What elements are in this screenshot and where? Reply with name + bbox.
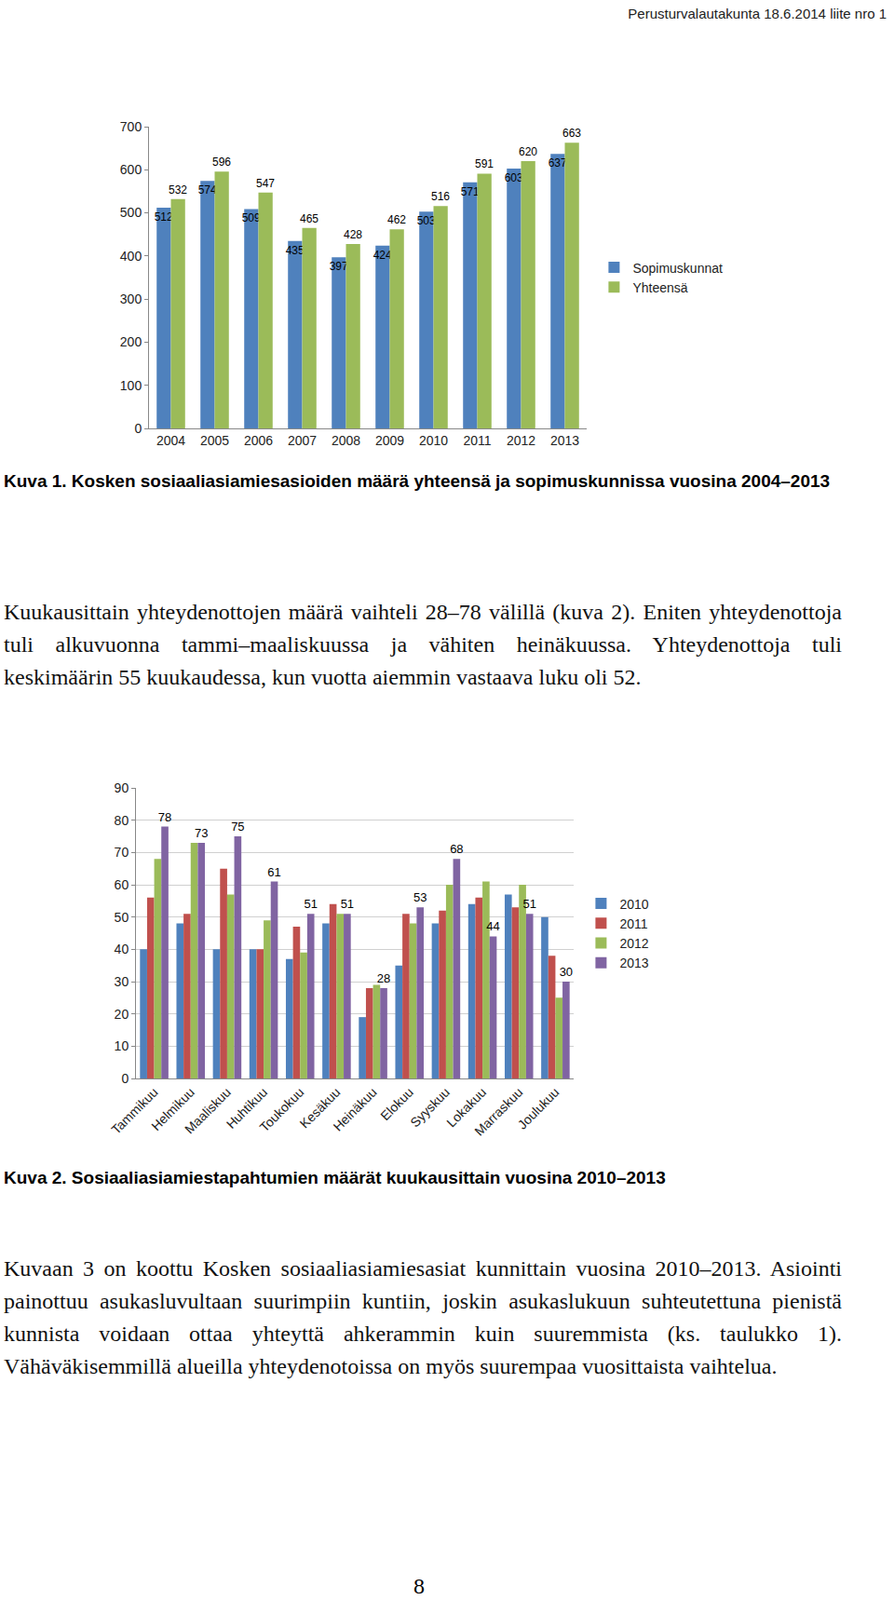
- svg-text:596: 596: [212, 155, 231, 169]
- svg-text:70: 70: [114, 844, 130, 860]
- svg-text:40: 40: [114, 941, 130, 957]
- svg-text:462: 462: [387, 213, 407, 227]
- svg-text:Tammikuu: Tammikuu: [108, 1084, 161, 1138]
- svg-text:2013: 2013: [550, 433, 580, 448]
- svg-text:60: 60: [114, 877, 130, 893]
- svg-text:2010: 2010: [619, 896, 649, 912]
- svg-text:620: 620: [518, 145, 538, 159]
- svg-text:2005: 2005: [200, 433, 230, 448]
- svg-text:512: 512: [154, 210, 174, 224]
- svg-text:61: 61: [267, 865, 281, 880]
- svg-text:2008: 2008: [331, 433, 361, 448]
- svg-text:51: 51: [340, 896, 354, 911]
- svg-text:516: 516: [431, 189, 450, 204]
- svg-text:700: 700: [120, 119, 143, 135]
- svg-text:2007: 2007: [287, 433, 317, 448]
- svg-text:68: 68: [449, 841, 463, 856]
- svg-text:2011: 2011: [619, 916, 648, 932]
- svg-text:600: 600: [120, 162, 143, 177]
- svg-text:397: 397: [329, 259, 349, 273]
- svg-text:50: 50: [114, 909, 130, 925]
- html-text:8: 8: [413, 1573, 425, 1599]
- svg-text:90: 90: [114, 780, 130, 796]
- svg-text:547: 547: [256, 176, 275, 190]
- html-text:Perusturvalautakunta 18.6.2014: Perusturvalautakunta 18.6.2014 liite nro…: [627, 5, 887, 22]
- svg-text:10: 10: [114, 1038, 130, 1054]
- svg-text:28: 28: [377, 971, 391, 986]
- svg-text:532: 532: [168, 183, 188, 197]
- svg-text:80: 80: [114, 812, 130, 828]
- html-text:Kuva 2. Sosiaaliasiamiestapaht: Kuva 2. Sosiaaliasiamiestapahtumien määr…: [3, 1167, 666, 1188]
- svg-text:2012: 2012: [619, 935, 649, 951]
- svg-text:Elokuu: Elokuu: [377, 1084, 417, 1125]
- svg-text:428: 428: [343, 228, 363, 242]
- svg-text:30: 30: [114, 974, 130, 989]
- svg-text:Yhteensä: Yhteensä: [632, 280, 688, 296]
- svg-text:20: 20: [114, 1006, 130, 1022]
- svg-text:435: 435: [285, 243, 305, 258]
- svg-text:44: 44: [486, 919, 500, 934]
- html-text:Kuvaan 3 on koottu Kosken sosi: Kuvaan 3 on koottu Kosken sosiaaliasiami…: [3, 1256, 842, 1379]
- svg-text:500: 500: [120, 204, 143, 220]
- svg-text:30: 30: [559, 964, 573, 979]
- svg-text:Syyskuu: Syyskuu: [406, 1084, 453, 1131]
- svg-text:100: 100: [120, 378, 143, 393]
- svg-text:Kesäkuu: Kesäkuu: [297, 1084, 344, 1132]
- svg-text:0: 0: [134, 420, 142, 436]
- html-text:Kuukausittain yhteydenottojen: Kuukausittain yhteydenottojen määrä vaih…: [3, 599, 842, 690]
- svg-text:Lokakuu: Lokakuu: [443, 1084, 489, 1131]
- svg-text:Marraskuu: Marraskuu: [471, 1084, 526, 1139]
- svg-text:Toukokuu: Toukokuu: [257, 1084, 308, 1136]
- svg-text:509: 509: [242, 211, 261, 225]
- svg-text:637: 637: [548, 156, 568, 170]
- svg-text:400: 400: [120, 248, 143, 264]
- svg-text:53: 53: [413, 890, 427, 905]
- html-text:Kuva 1. Kosken sosiaaliasiamie: Kuva 1. Kosken sosiaaliasiamiesasioiden …: [3, 471, 830, 491]
- svg-text:603: 603: [504, 171, 524, 185]
- svg-text:73: 73: [194, 826, 208, 840]
- svg-text:200: 200: [120, 334, 143, 350]
- svg-text:Maaliskuu: Maaliskuu: [181, 1084, 234, 1138]
- svg-text:75: 75: [230, 819, 244, 834]
- svg-text:591: 591: [474, 157, 494, 171]
- svg-text:78: 78: [158, 810, 172, 825]
- svg-text:465: 465: [299, 212, 319, 226]
- svg-text:574: 574: [198, 183, 217, 197]
- svg-text:Helmikuu: Helmikuu: [148, 1084, 198, 1135]
- svg-text:Huhtikuu: Huhtikuu: [223, 1084, 271, 1132]
- svg-text:2011: 2011: [462, 433, 491, 448]
- svg-text:51: 51: [522, 896, 536, 911]
- svg-text:0: 0: [121, 1070, 129, 1086]
- svg-text:571: 571: [460, 185, 480, 199]
- svg-text:2010: 2010: [419, 433, 448, 448]
- svg-text:424: 424: [373, 248, 393, 262]
- svg-text:503: 503: [417, 214, 436, 228]
- svg-text:2013: 2013: [619, 955, 649, 971]
- svg-text:2004: 2004: [156, 433, 186, 448]
- svg-text:2009: 2009: [375, 433, 405, 448]
- svg-text:663: 663: [562, 126, 582, 140]
- svg-text:Sopimuskunnat: Sopimuskunnat: [632, 260, 723, 276]
- svg-text:Heinäkuu: Heinäkuu: [330, 1084, 380, 1135]
- svg-text:2012: 2012: [506, 433, 536, 448]
- svg-text:Joulukuu: Joulukuu: [514, 1084, 563, 1133]
- svg-text:2006: 2006: [243, 433, 273, 448]
- svg-text:300: 300: [120, 291, 143, 307]
- svg-text:51: 51: [303, 896, 317, 911]
